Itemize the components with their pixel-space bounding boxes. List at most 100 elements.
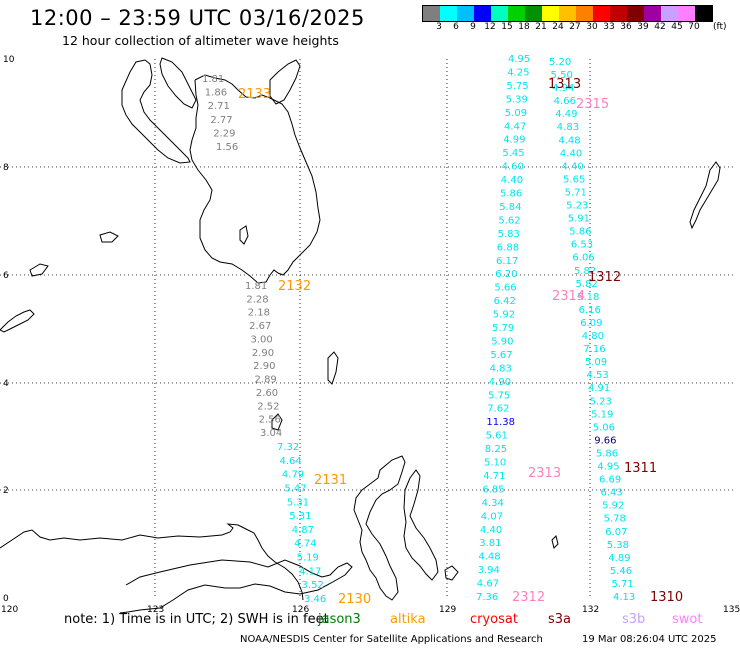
wave-height-value: 6.43 bbox=[601, 488, 623, 499]
wave-height-value: 4.07 bbox=[481, 511, 503, 522]
color-scale-label: 70 bbox=[688, 22, 700, 32]
wave-height-value: 8.25 bbox=[485, 444, 507, 455]
longitude-label: 129 bbox=[439, 605, 456, 615]
pass-id-label: 2132 bbox=[278, 279, 311, 294]
wave-height-value: 4.90 bbox=[489, 377, 511, 388]
pass-id-label: 2133 bbox=[238, 87, 271, 102]
wave-height-value: 2.90 bbox=[253, 361, 275, 372]
wave-height-value: 4.79 bbox=[282, 470, 304, 481]
wave-height-value: 3.04 bbox=[260, 428, 282, 439]
wave-height-value: 4.99 bbox=[503, 135, 525, 146]
coastline-panay bbox=[121, 59, 191, 164]
wave-height-value: 3.52 bbox=[302, 580, 324, 591]
wave-height-value: 4.34 bbox=[482, 498, 504, 509]
pass-id-label: 1313 bbox=[548, 77, 581, 92]
wave-height-value: 6.53 bbox=[571, 240, 593, 251]
coastline-small-islet-1 bbox=[327, 351, 339, 385]
color-scale-cell bbox=[508, 6, 525, 21]
wave-height-value: 2.56 bbox=[259, 415, 281, 426]
wave-height-value: 5.66 bbox=[494, 283, 516, 294]
map-title: 12:00 – 23:59 UTC 03/16/2025 bbox=[30, 6, 365, 30]
color-scale-cell bbox=[627, 6, 644, 21]
color-scale-label: 15 bbox=[501, 22, 513, 32]
wave-height-value: 4.40 bbox=[561, 161, 583, 172]
latitude-label: 2 bbox=[3, 486, 9, 496]
wave-height-value: 5.86 bbox=[569, 227, 591, 238]
wave-height-value: 5.47 bbox=[284, 483, 306, 494]
wave-height-value: 3.46 bbox=[304, 594, 326, 605]
coastline-small-islet-2 bbox=[239, 225, 249, 245]
wave-height-value: 4.60 bbox=[502, 162, 524, 173]
coastline-small-islet-6 bbox=[444, 565, 459, 581]
wave-height-value: 5.86 bbox=[596, 448, 618, 459]
color-scale-cell bbox=[474, 6, 491, 21]
wave-height-value: 4.40 bbox=[501, 175, 523, 186]
wave-height-value: 4.48 bbox=[558, 135, 580, 146]
wave-height-value: 4.47 bbox=[504, 121, 526, 132]
wave-height-value: 4.13 bbox=[613, 592, 635, 603]
wave-height-value: 5.75 bbox=[488, 390, 510, 401]
wave-height-value: 2.90 bbox=[252, 348, 274, 359]
wave-height-value: 7.36 bbox=[476, 592, 498, 603]
wave-height-value: 4.95 bbox=[508, 54, 530, 65]
wave-height-value: 4.80 bbox=[582, 331, 604, 342]
wave-height-value: 4.53 bbox=[586, 370, 608, 381]
wave-height-value: 4.74 bbox=[294, 539, 316, 550]
color-scale-label: 42 bbox=[654, 22, 666, 32]
color-scale-cell bbox=[644, 6, 661, 21]
wave-height-value: 4.71 bbox=[483, 471, 505, 482]
pass-id-label: 1311 bbox=[624, 461, 657, 476]
coastline-palawan bbox=[0, 309, 35, 333]
legend-item-altika: altika bbox=[390, 612, 426, 627]
wave-height-value: 5.79 bbox=[492, 323, 514, 334]
altimeter-tracks: 1.81 1.86 2.71 2.77 2.29 1.56 1.81 2.28 2.18 2.67… bbox=[202, 54, 683, 607]
wave-height-value: 5.50 bbox=[551, 70, 573, 81]
color-scale-cell bbox=[423, 6, 440, 21]
wave-height-value: 5.39 bbox=[506, 94, 528, 105]
legend-item-swot: swot bbox=[672, 612, 703, 627]
wave-height-value: 1.56 bbox=[216, 142, 238, 153]
color-scale-bar bbox=[422, 5, 713, 22]
color-scale-label: 21 bbox=[535, 22, 547, 32]
longitude-label: 135 bbox=[723, 605, 740, 615]
latitude-label: 4 bbox=[3, 379, 9, 389]
wave-height-value: 9.66 bbox=[594, 435, 616, 446]
wave-height-value: 5.65 bbox=[563, 174, 585, 185]
wave-height-value: 1.81 bbox=[245, 281, 267, 292]
legend-item-s3b: s3b bbox=[622, 612, 646, 627]
color-scale-cell bbox=[661, 6, 678, 21]
coastline-small-islet-3 bbox=[271, 413, 283, 431]
wave-height-value: 7.32 bbox=[277, 442, 299, 453]
wave-height-value: 5.91 bbox=[568, 214, 590, 225]
wave-height-value: 5.82 bbox=[576, 279, 598, 290]
wave-height-value: 6.69 bbox=[599, 475, 621, 486]
wave-height-value: 5.31 bbox=[289, 511, 311, 522]
color-scale-label: 36 bbox=[620, 22, 632, 32]
wave-height-value: 6.09 bbox=[580, 318, 602, 329]
wave-height-value: 6.17 bbox=[496, 256, 518, 267]
wave-height-value: 5.38 bbox=[607, 540, 629, 551]
wave-height-value: 5.67 bbox=[490, 350, 512, 361]
latitude-label: 6 bbox=[3, 271, 9, 281]
wave-height-value: 6.16 bbox=[579, 305, 601, 316]
color-scale-label: 6 bbox=[453, 22, 459, 32]
color-scale-cell bbox=[525, 6, 542, 21]
wave-height-value: 4.49 bbox=[555, 109, 577, 120]
color-scale-label: 3 bbox=[436, 22, 442, 32]
wave-height-value: 3.00 bbox=[250, 334, 272, 345]
wave-height-value: 5.10 bbox=[484, 458, 506, 469]
color-scale-label: 27 bbox=[569, 22, 581, 32]
wave-height-value: 5.61 bbox=[486, 431, 508, 442]
color-scale-label: 12 bbox=[484, 22, 496, 32]
wave-height-value: 4.89 bbox=[608, 553, 630, 564]
wave-height-value: 5.23 bbox=[566, 201, 588, 212]
pass-id-label: 2312 bbox=[512, 590, 545, 605]
color-scale-cell bbox=[542, 6, 559, 21]
wave-height-value: 5.71 bbox=[565, 187, 587, 198]
longitude-label: 123 bbox=[147, 605, 164, 615]
wave-height-value: 3.81 bbox=[479, 538, 501, 549]
pass-id-label: 2314 bbox=[552, 289, 585, 304]
wave-height-value: 4.83 bbox=[490, 363, 512, 374]
wave-height-value: 5.92 bbox=[493, 310, 515, 321]
coastlines bbox=[0, 57, 721, 614]
